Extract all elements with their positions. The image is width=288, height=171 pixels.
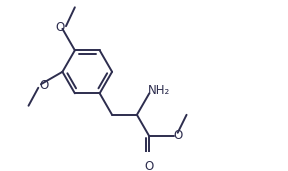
Text: O: O [39,79,48,92]
Text: O: O [145,160,154,171]
Text: O: O [173,129,182,142]
Text: O: O [55,21,65,34]
Text: NH₂: NH₂ [148,84,170,97]
